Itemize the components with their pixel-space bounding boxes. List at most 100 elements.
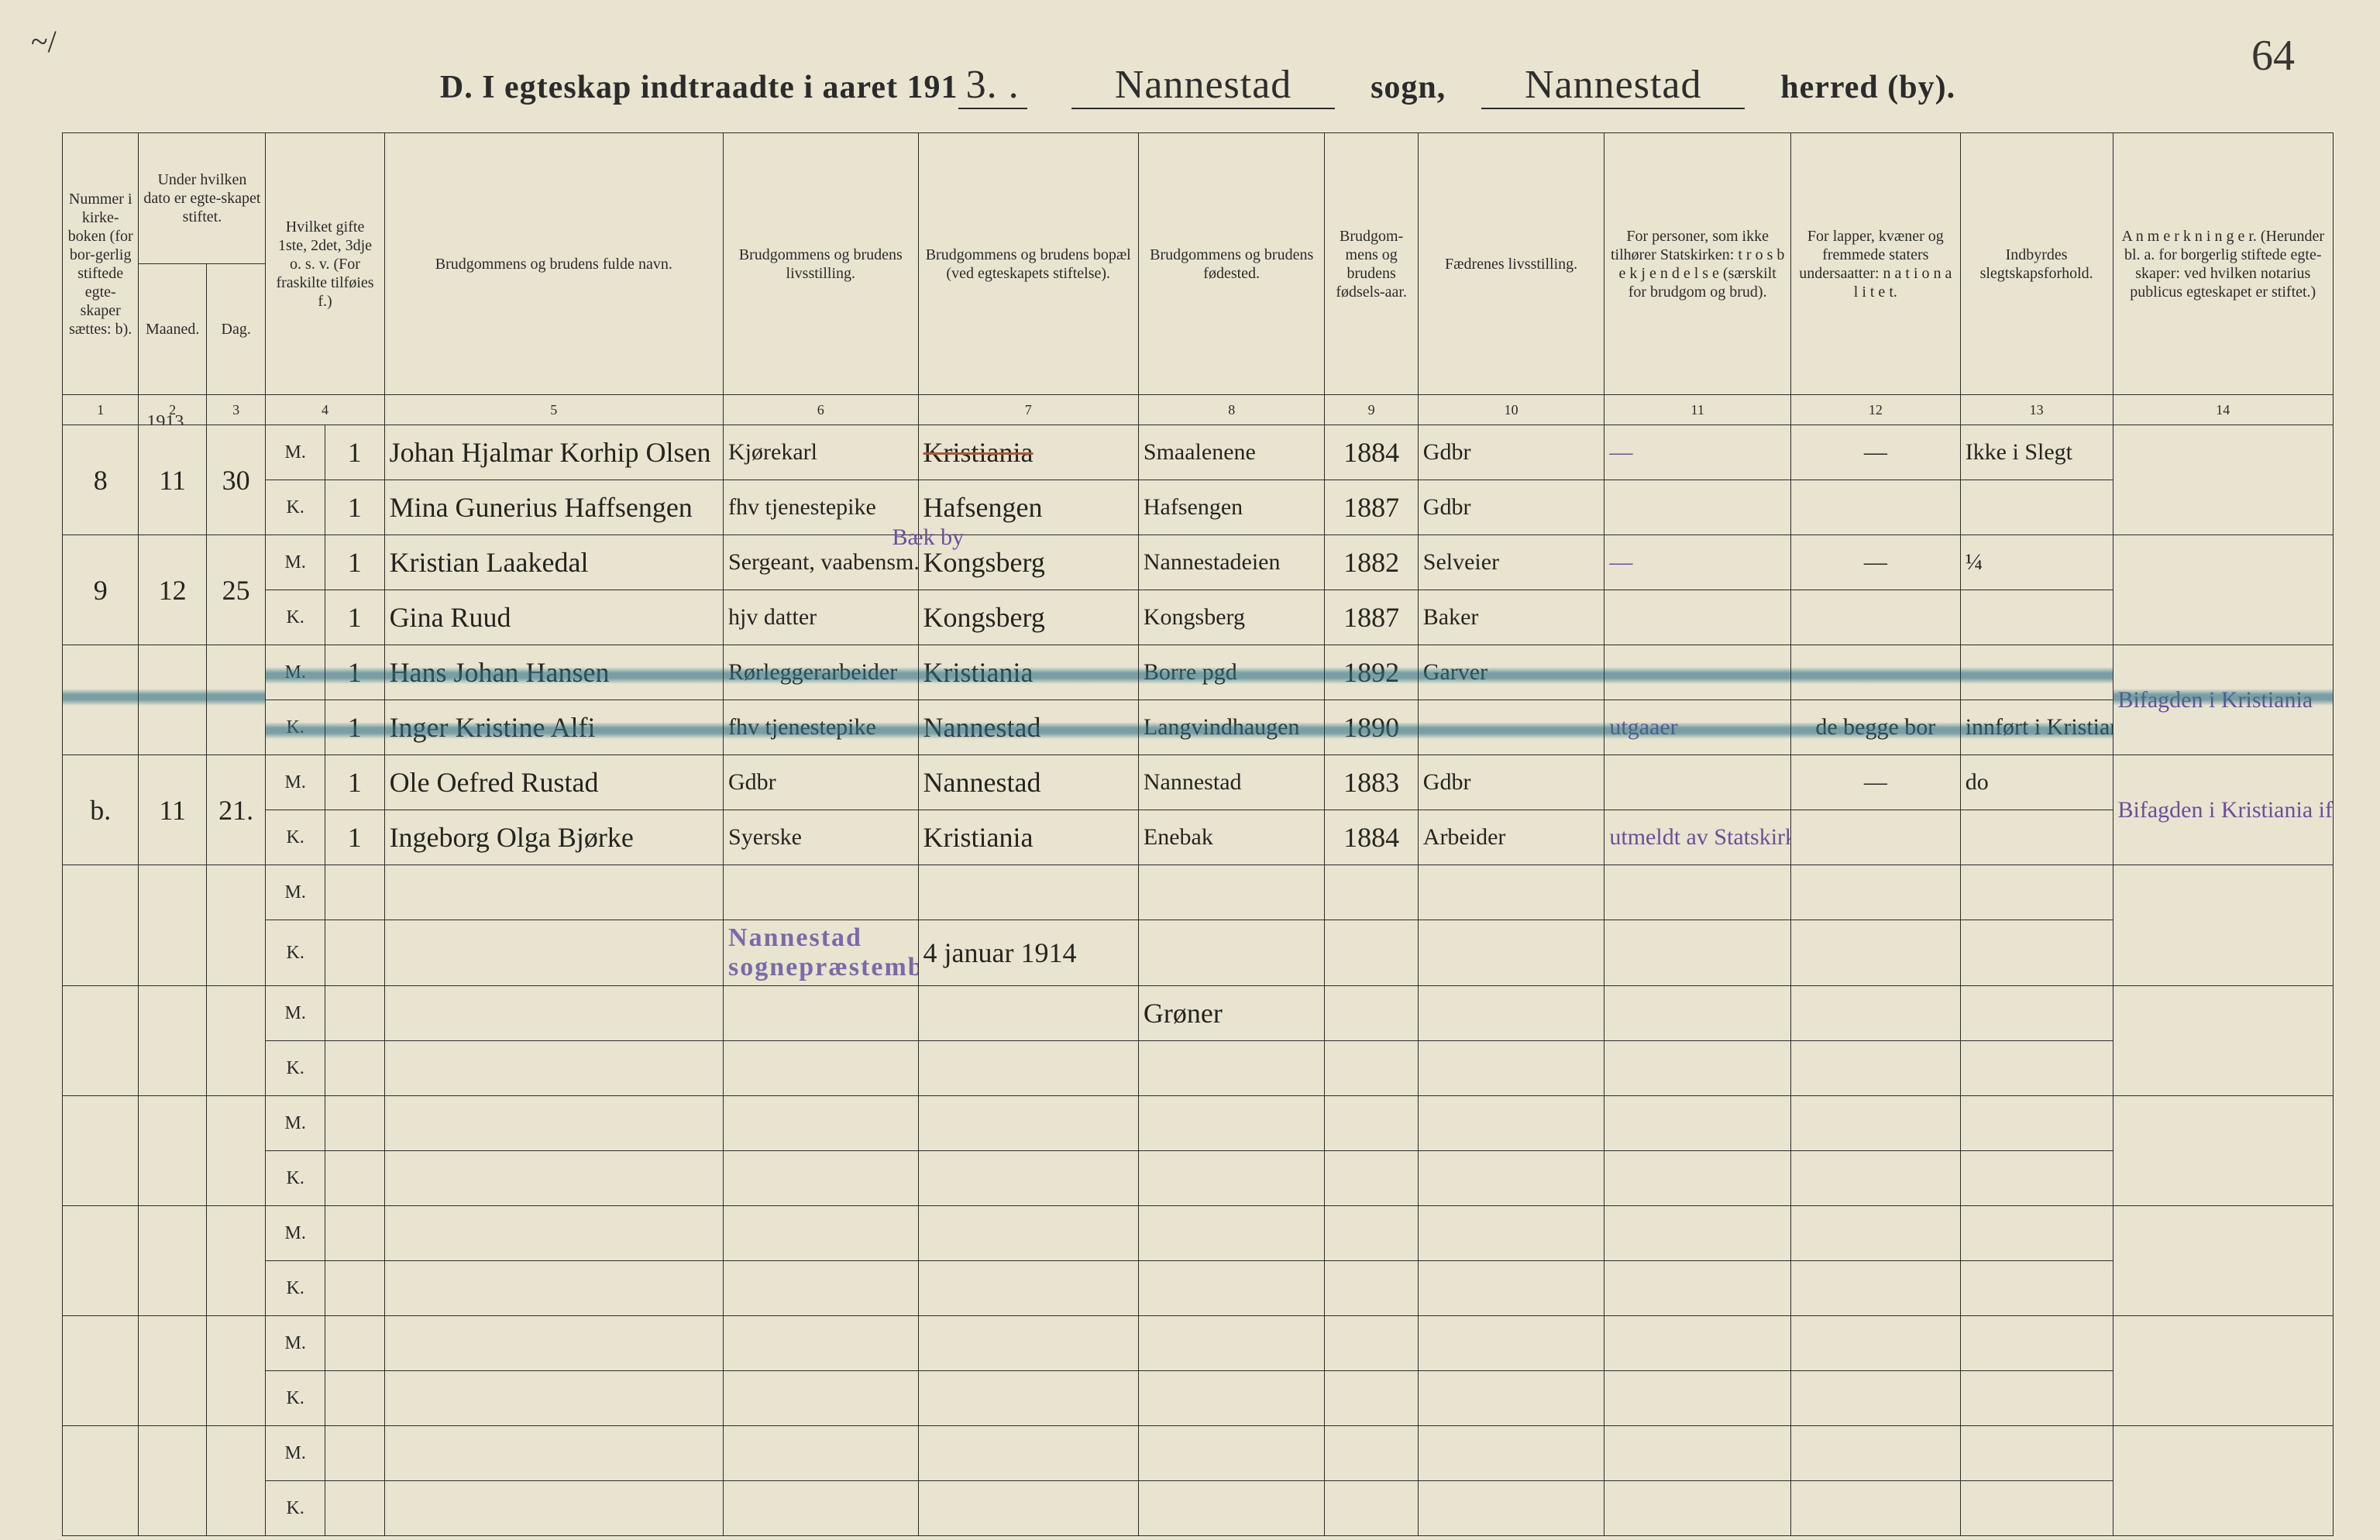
occupation: Syerske [724, 810, 919, 865]
mk-m: M. [266, 1426, 325, 1481]
table-row: M. [63, 1316, 2334, 1371]
table-row: M. [63, 1096, 2334, 1151]
entry-number [63, 1206, 139, 1316]
handwriting: 30 [222, 465, 250, 496]
mk-label: M. [285, 772, 306, 792]
mk-m: M. [266, 1096, 325, 1151]
birthyear: 1890 [1325, 700, 1418, 755]
nationality [1790, 480, 1960, 535]
entry-number [63, 865, 139, 986]
gifte [325, 1426, 385, 1481]
mk-m: M. [266, 1206, 325, 1261]
colnum: 7 [918, 395, 1138, 425]
cell [1790, 865, 1960, 920]
cell [1418, 1481, 1604, 1536]
cell [1960, 1426, 2113, 1481]
cell [1325, 1426, 1418, 1481]
occupation [724, 986, 919, 1041]
gifte: 1 [325, 810, 385, 865]
cell [1138, 1481, 1325, 1536]
father-occupation: Gdbr [1418, 425, 1604, 480]
cell [1138, 1096, 1325, 1151]
handwriting: Johan Hjalmar Korhip Olsen [390, 437, 711, 468]
col-header: Brudgommens og brudens fulde navn. [384, 133, 723, 395]
cell [1604, 920, 1791, 986]
gifte: 1 [325, 645, 385, 700]
table-row: K. [63, 1481, 2334, 1536]
birthyear: 1892 [1325, 645, 1418, 700]
cell [1604, 1151, 1791, 1206]
father-occupation: Selveier [1418, 535, 1604, 590]
full-name [384, 986, 723, 1041]
cell [1960, 1261, 2113, 1316]
cell [1325, 1371, 1418, 1426]
mk-k: K. [266, 810, 325, 865]
handwriting: Inger Kristine Alfi [390, 712, 596, 743]
cell [918, 1426, 1138, 1481]
mk-k: K. [266, 1371, 325, 1426]
remarks: Bifagden i Kristiania ifg meddelelse mot… [2113, 755, 2333, 865]
handwriting: 25 [222, 575, 250, 606]
handwriting: 1884 [1343, 822, 1399, 853]
cell [1790, 1206, 1960, 1261]
colnum: 1 [63, 395, 139, 425]
col-header: For personer, som ikke tilhører Statskir… [1604, 133, 1791, 395]
col-subheader: Maaned. [139, 264, 206, 395]
month [139, 865, 206, 986]
birthplace: Nannestadeien [1138, 535, 1325, 590]
table-row: K.1Gina Ruudhjv datterKongsbergKongsberg… [63, 590, 2334, 645]
nationality [1790, 645, 1960, 700]
handwriting: fhv tjenestepike [728, 494, 876, 520]
cell [1418, 1151, 1604, 1206]
handwriting: 11 [159, 465, 186, 496]
gifte [325, 1041, 385, 1096]
cell [918, 1151, 1138, 1206]
handwriting: Kongsberg [923, 547, 1045, 578]
birthyear [1325, 865, 1418, 920]
cell [1604, 865, 1791, 920]
cell [1138, 1371, 1325, 1426]
cell [1418, 1426, 1604, 1481]
cell [724, 1371, 919, 1426]
entry-number: b. [63, 755, 139, 865]
cell [1418, 986, 1604, 1041]
cell [384, 1426, 723, 1481]
occupation: hjv datter [724, 590, 919, 645]
handwriting: 1884 [1343, 437, 1399, 468]
mk-k: K. [266, 1041, 325, 1096]
handwriting: 21. [218, 795, 253, 826]
handwriting: Kongsberg [1144, 604, 1245, 630]
table-row: K.1Mina Gunerius Haffsengenfhv tjenestep… [63, 480, 2334, 535]
remarks [2113, 1096, 2333, 1206]
handwriting: Arbeider [1423, 824, 1506, 850]
cell [1138, 1041, 1325, 1096]
residence: Kristiania [918, 810, 1138, 865]
remarks [2113, 1426, 2333, 1536]
cell [1960, 865, 2113, 920]
cell [1960, 986, 2113, 1041]
gifte: 1 [325, 700, 385, 755]
handwriting: utgaaer [1609, 714, 1677, 740]
handwriting: Gina Ruud [390, 602, 511, 633]
gifte [325, 986, 385, 1041]
gifte [325, 865, 385, 920]
gifte: 1 [325, 480, 385, 535]
remarks: Bifagden i Kristiania [2113, 645, 2333, 755]
handwriting: Kristian Laakedal [390, 547, 589, 578]
remarks [2113, 1316, 2333, 1426]
mk-label: K. [287, 607, 304, 627]
birthplace: Kongsberg [1138, 590, 1325, 645]
birthyear: 1884 [1325, 810, 1418, 865]
cell [384, 1096, 723, 1151]
cell [1418, 1206, 1604, 1261]
father-occupation: Garver [1418, 645, 1604, 700]
day [206, 1316, 266, 1426]
handwriting: Nannestad [923, 712, 1041, 743]
cell [1790, 1096, 1960, 1151]
col-header: Brudgom-mens og brudens fødsels-aar. [1325, 133, 1418, 395]
handwriting: Enebak [1144, 824, 1213, 850]
day: 25 [206, 535, 266, 645]
father-occupation: Gdbr [1418, 755, 1604, 810]
confession [1604, 480, 1791, 535]
residence: Kristiania [918, 645, 1138, 700]
